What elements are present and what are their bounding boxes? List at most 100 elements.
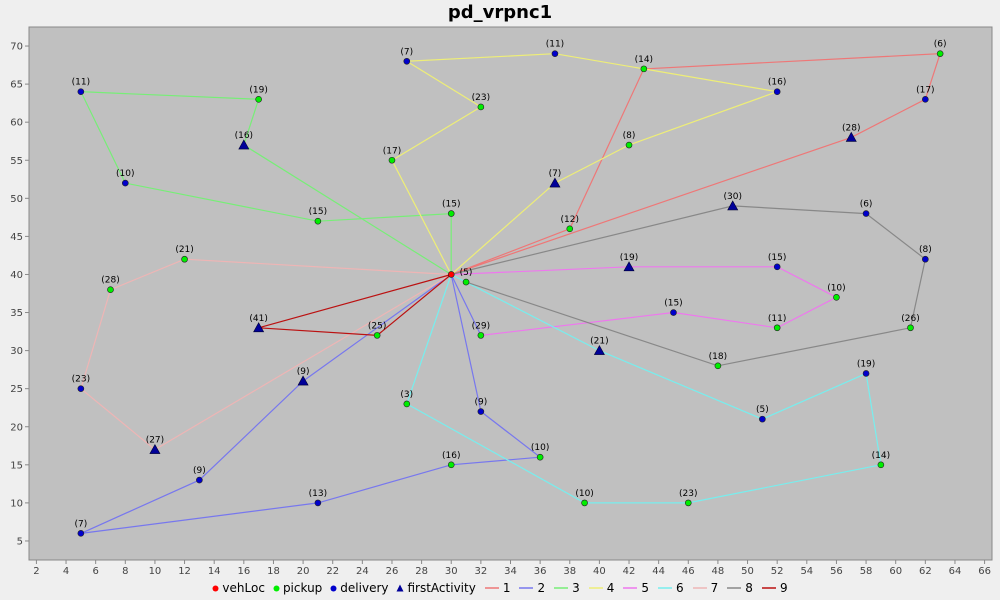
legend: vehLoc pickup delivery firstActivity 1 2 3 4 5 6 7…	[0, 581, 1000, 596]
legend-label: pickup	[282, 581, 323, 595]
x-tick-label: 26	[386, 566, 399, 577]
activity-label: (30)	[723, 192, 741, 202]
legend-label: 3	[572, 581, 580, 595]
legend-symbol	[658, 587, 673, 589]
x-tick-label: 6	[92, 566, 98, 577]
pickup-marker	[581, 499, 588, 507]
activity-label: (5)	[756, 405, 769, 415]
activity-label: (16)	[442, 451, 460, 461]
pickup-marker	[833, 294, 840, 301]
delivery-marker	[314, 499, 322, 507]
activity-label: (9)	[474, 398, 487, 408]
legend-symbol	[519, 587, 534, 589]
delivery-marker	[77, 88, 85, 96]
pickup-marker	[255, 96, 262, 103]
first-activity-marker	[845, 131, 857, 142]
activity-label: (8)	[623, 131, 636, 141]
legend-item: firstActivity	[396, 581, 476, 595]
activity-label: (10)	[827, 283, 845, 293]
legend-label: 8	[745, 581, 753, 595]
activity-labels: (5) (12) (14) (6) (17) (28) (29) (9) (10) (16) (13…	[72, 40, 947, 530]
legend-label: delivery	[340, 581, 389, 595]
first-activity-marker	[549, 177, 561, 188]
activity-label: (6)	[860, 200, 873, 210]
y-tick-label: 15	[10, 460, 23, 471]
x-tick-label: 50	[741, 566, 754, 577]
activity-label: (3)	[400, 390, 413, 400]
x-tick-label: 20	[297, 566, 310, 577]
legend-item: 5	[622, 581, 649, 595]
delivery-marker	[122, 179, 129, 187]
x-tick-label: 14	[208, 566, 221, 577]
legend-symbol	[761, 587, 776, 589]
activity-label: (21)	[175, 245, 193, 255]
x-tick-label: 30	[445, 566, 458, 577]
legend-label: 9	[779, 581, 788, 595]
y-tick-label: 55	[10, 156, 23, 167]
x-axis: 2 4 6 8 10 12 14 16 18 20 22 24 26 28 30 32 34 36 38 40 42 44…	[29, 559, 992, 577]
delivery-marker	[477, 408, 485, 415]
activity-label: (28)	[842, 123, 860, 133]
activity-label: (28)	[101, 276, 119, 286]
x-tick-label: 22	[326, 566, 339, 577]
legend-item: 6	[657, 581, 684, 595]
pickup-marker	[773, 324, 781, 332]
x-tick-label: 48	[712, 566, 725, 577]
activity-label: (41)	[249, 314, 267, 324]
pickup-marker	[388, 156, 396, 164]
legend-label: firstActivity	[407, 581, 476, 595]
pickup-marker	[181, 255, 188, 263]
delivery-marker	[77, 385, 85, 392]
activity-label: (11)	[768, 314, 786, 324]
legend-item: 9	[761, 581, 788, 595]
legend-symbol	[692, 587, 707, 589]
plot-area	[28, 26, 993, 561]
activity-label: (17)	[383, 146, 401, 156]
legend-symbol	[588, 587, 603, 589]
pickup-marker	[447, 461, 455, 469]
activity-label: (16)	[235, 131, 253, 141]
legend-item: pickup	[273, 581, 322, 595]
pickup-marker	[566, 225, 574, 233]
x-tick-label: 8	[122, 566, 128, 577]
activity-label: (14)	[872, 451, 890, 461]
pickup-marker	[536, 453, 544, 461]
delivery-marker	[403, 57, 411, 65]
delivery-marker	[196, 476, 203, 484]
activity-label: (19)	[857, 359, 875, 369]
x-tick-label: 24	[356, 566, 369, 577]
legend-symbol	[330, 585, 337, 592]
pickup-marker	[625, 141, 633, 149]
activity-label: (15)	[442, 200, 460, 210]
route-3-line	[79, 91, 452, 276]
y-tick-label: 5	[17, 536, 23, 547]
delivery-marker	[862, 370, 870, 377]
pickup-marker	[107, 286, 114, 293]
activity-label: (17)	[916, 85, 934, 95]
first-activity-marker	[253, 322, 265, 333]
x-tick-label: 66	[978, 566, 991, 577]
legend-symbol	[396, 584, 404, 592]
y-tick-label: 45	[10, 232, 23, 243]
activity-label: (23)	[72, 375, 90, 385]
vehicle-location-marker	[447, 271, 455, 278]
first-activity-marker	[149, 443, 161, 454]
x-tick-label: 10	[149, 566, 162, 577]
legend-label: 7	[710, 581, 719, 595]
x-tick-label: 12	[178, 566, 191, 577]
activity-label: (6)	[934, 40, 947, 50]
legend-item: 8	[726, 581, 753, 595]
x-tick-label: 40	[593, 566, 606, 577]
y-axis: 5 10 15 20 25 30 35 40 45 50 55 60 65 70	[10, 27, 30, 560]
pickup-marker	[477, 332, 485, 339]
y-tick-label: 65	[10, 80, 23, 91]
activity-label: (15)	[309, 207, 327, 217]
activity-label: (11)	[546, 40, 564, 50]
activity-label: (29)	[472, 321, 490, 331]
legend-label: 4	[606, 581, 615, 595]
activity-label: (18)	[709, 352, 727, 362]
route-7-line	[80, 258, 452, 451]
legend-symbol	[727, 587, 742, 589]
legend-symbol	[623, 587, 638, 589]
x-tick-label: 4	[63, 566, 69, 577]
